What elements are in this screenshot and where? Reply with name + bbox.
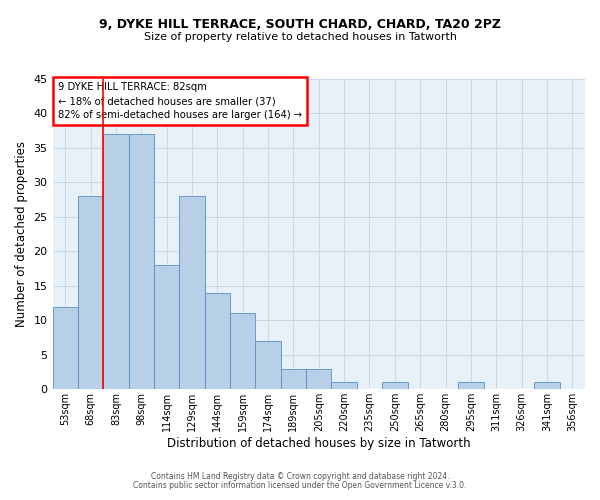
Bar bbox=[281, 368, 306, 390]
X-axis label: Distribution of detached houses by size in Tatworth: Distribution of detached houses by size … bbox=[167, 437, 470, 450]
Bar bbox=[103, 134, 128, 390]
Bar bbox=[458, 382, 484, 390]
Bar bbox=[534, 382, 560, 390]
Bar bbox=[128, 134, 154, 390]
Text: Size of property relative to detached houses in Tatworth: Size of property relative to detached ho… bbox=[143, 32, 457, 42]
Text: Contains public sector information licensed under the Open Government Licence v.: Contains public sector information licen… bbox=[133, 481, 467, 490]
Bar bbox=[154, 265, 179, 390]
Bar bbox=[256, 341, 281, 390]
Text: Contains HM Land Registry data © Crown copyright and database right 2024.: Contains HM Land Registry data © Crown c… bbox=[151, 472, 449, 481]
Bar bbox=[382, 382, 407, 390]
Bar bbox=[306, 368, 331, 390]
Bar bbox=[230, 314, 256, 390]
Bar bbox=[331, 382, 357, 390]
Text: 9, DYKE HILL TERRACE, SOUTH CHARD, CHARD, TA20 2PZ: 9, DYKE HILL TERRACE, SOUTH CHARD, CHARD… bbox=[99, 18, 501, 30]
Bar bbox=[179, 196, 205, 390]
Bar bbox=[53, 306, 78, 390]
Text: 9 DYKE HILL TERRACE: 82sqm
← 18% of detached houses are smaller (37)
82% of semi: 9 DYKE HILL TERRACE: 82sqm ← 18% of deta… bbox=[58, 82, 302, 120]
Y-axis label: Number of detached properties: Number of detached properties bbox=[15, 141, 28, 327]
Bar bbox=[78, 196, 103, 390]
Bar bbox=[205, 293, 230, 390]
